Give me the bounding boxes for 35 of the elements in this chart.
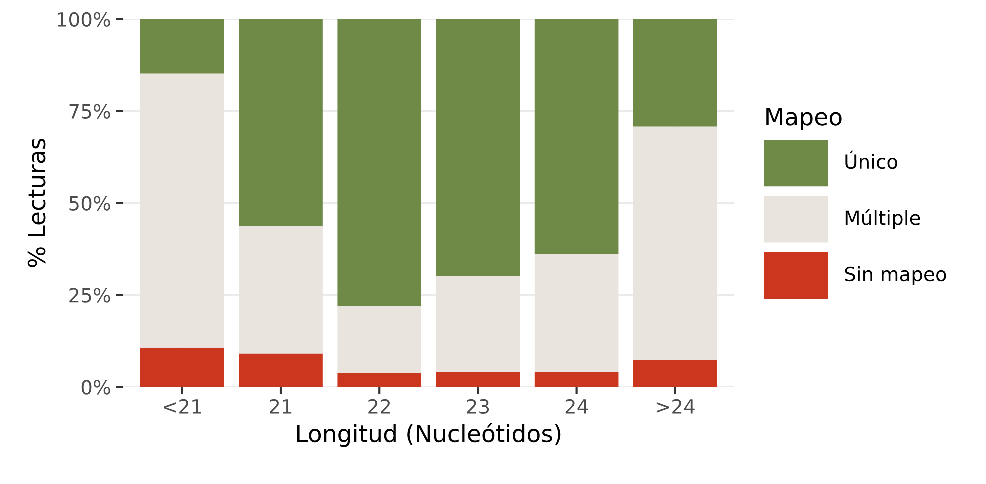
bar	[239, 19, 323, 226]
bar	[634, 19, 718, 127]
y-tick-label: 25%	[70, 288, 110, 303]
x-tick-label: <21	[164, 399, 202, 414]
bar	[239, 226, 323, 354]
y-tick-label: 75%	[70, 104, 110, 119]
y-tick-label: 100%	[58, 12, 110, 28]
legend-label: Múltiple	[846, 210, 920, 230]
bar	[634, 126, 718, 360]
bar	[634, 360, 718, 388]
bar	[140, 19, 224, 74]
bar	[534, 254, 619, 372]
bar	[338, 306, 422, 374]
bar	[436, 372, 520, 388]
x-tick-label: 23	[467, 399, 490, 414]
x-tick-label: >24	[656, 399, 695, 414]
bar	[534, 19, 619, 254]
legend-label: Único	[846, 150, 898, 170]
y-tick-label: 50%	[70, 196, 110, 211]
y-axis-title: % Lecturas	[28, 138, 46, 268]
bar	[436, 276, 520, 372]
bar	[534, 372, 619, 388]
bar	[140, 348, 224, 388]
x-tick-label: 22	[368, 399, 390, 414]
legend-title: Mapeo	[766, 108, 842, 130]
bar	[338, 373, 422, 388]
bar	[436, 19, 520, 276]
x-tick-label: 21	[270, 399, 292, 414]
legend-label: Sin mapeo	[845, 266, 946, 286]
x-axis-title: Longitud (Nucleótidos)	[297, 423, 561, 448]
bar	[239, 354, 323, 388]
y-tick-label: 0%	[82, 380, 110, 395]
x-tick-label: 24	[566, 399, 588, 414]
bar	[338, 19, 422, 306]
bar	[140, 74, 224, 348]
